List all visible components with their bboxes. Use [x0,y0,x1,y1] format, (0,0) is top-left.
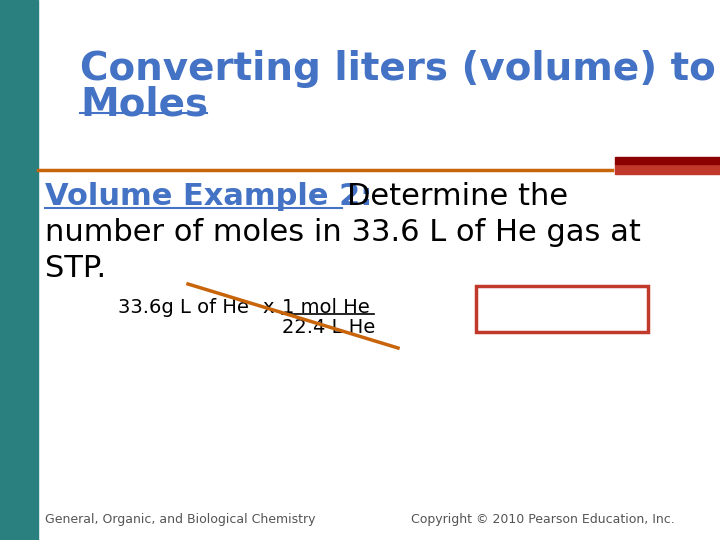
Text: Converting liters (volume) to: Converting liters (volume) to [80,50,716,88]
Text: Determine the: Determine the [347,182,568,211]
Text: General, Organic, and Biological Chemistry: General, Organic, and Biological Chemist… [45,513,315,526]
Text: STP.: STP. [45,254,106,283]
Text: number of moles in 33.6 L of He gas at: number of moles in 33.6 L of He gas at [45,218,641,247]
Bar [615,164,720,174]
Text: x: x [262,298,274,317]
Bar [0,0,38,540]
Text: 1 mol He: 1 mol He [282,298,370,317]
Text: 22.4 L He: 22.4 L He [282,318,375,337]
Text: Copyright © 2010 Pearson Education, Inc.: Copyright © 2010 Pearson Education, Inc. [411,513,675,526]
FancyBboxPatch shape [476,286,648,332]
Bar [615,157,720,164]
Text: Moles: Moles [80,85,208,123]
Text: 33.6g L of He: 33.6g L of He [118,298,249,317]
Text: Volume Example 2:: Volume Example 2: [45,182,372,211]
Text: = 1.50 mol He: = 1.50 mol He [485,300,639,319]
